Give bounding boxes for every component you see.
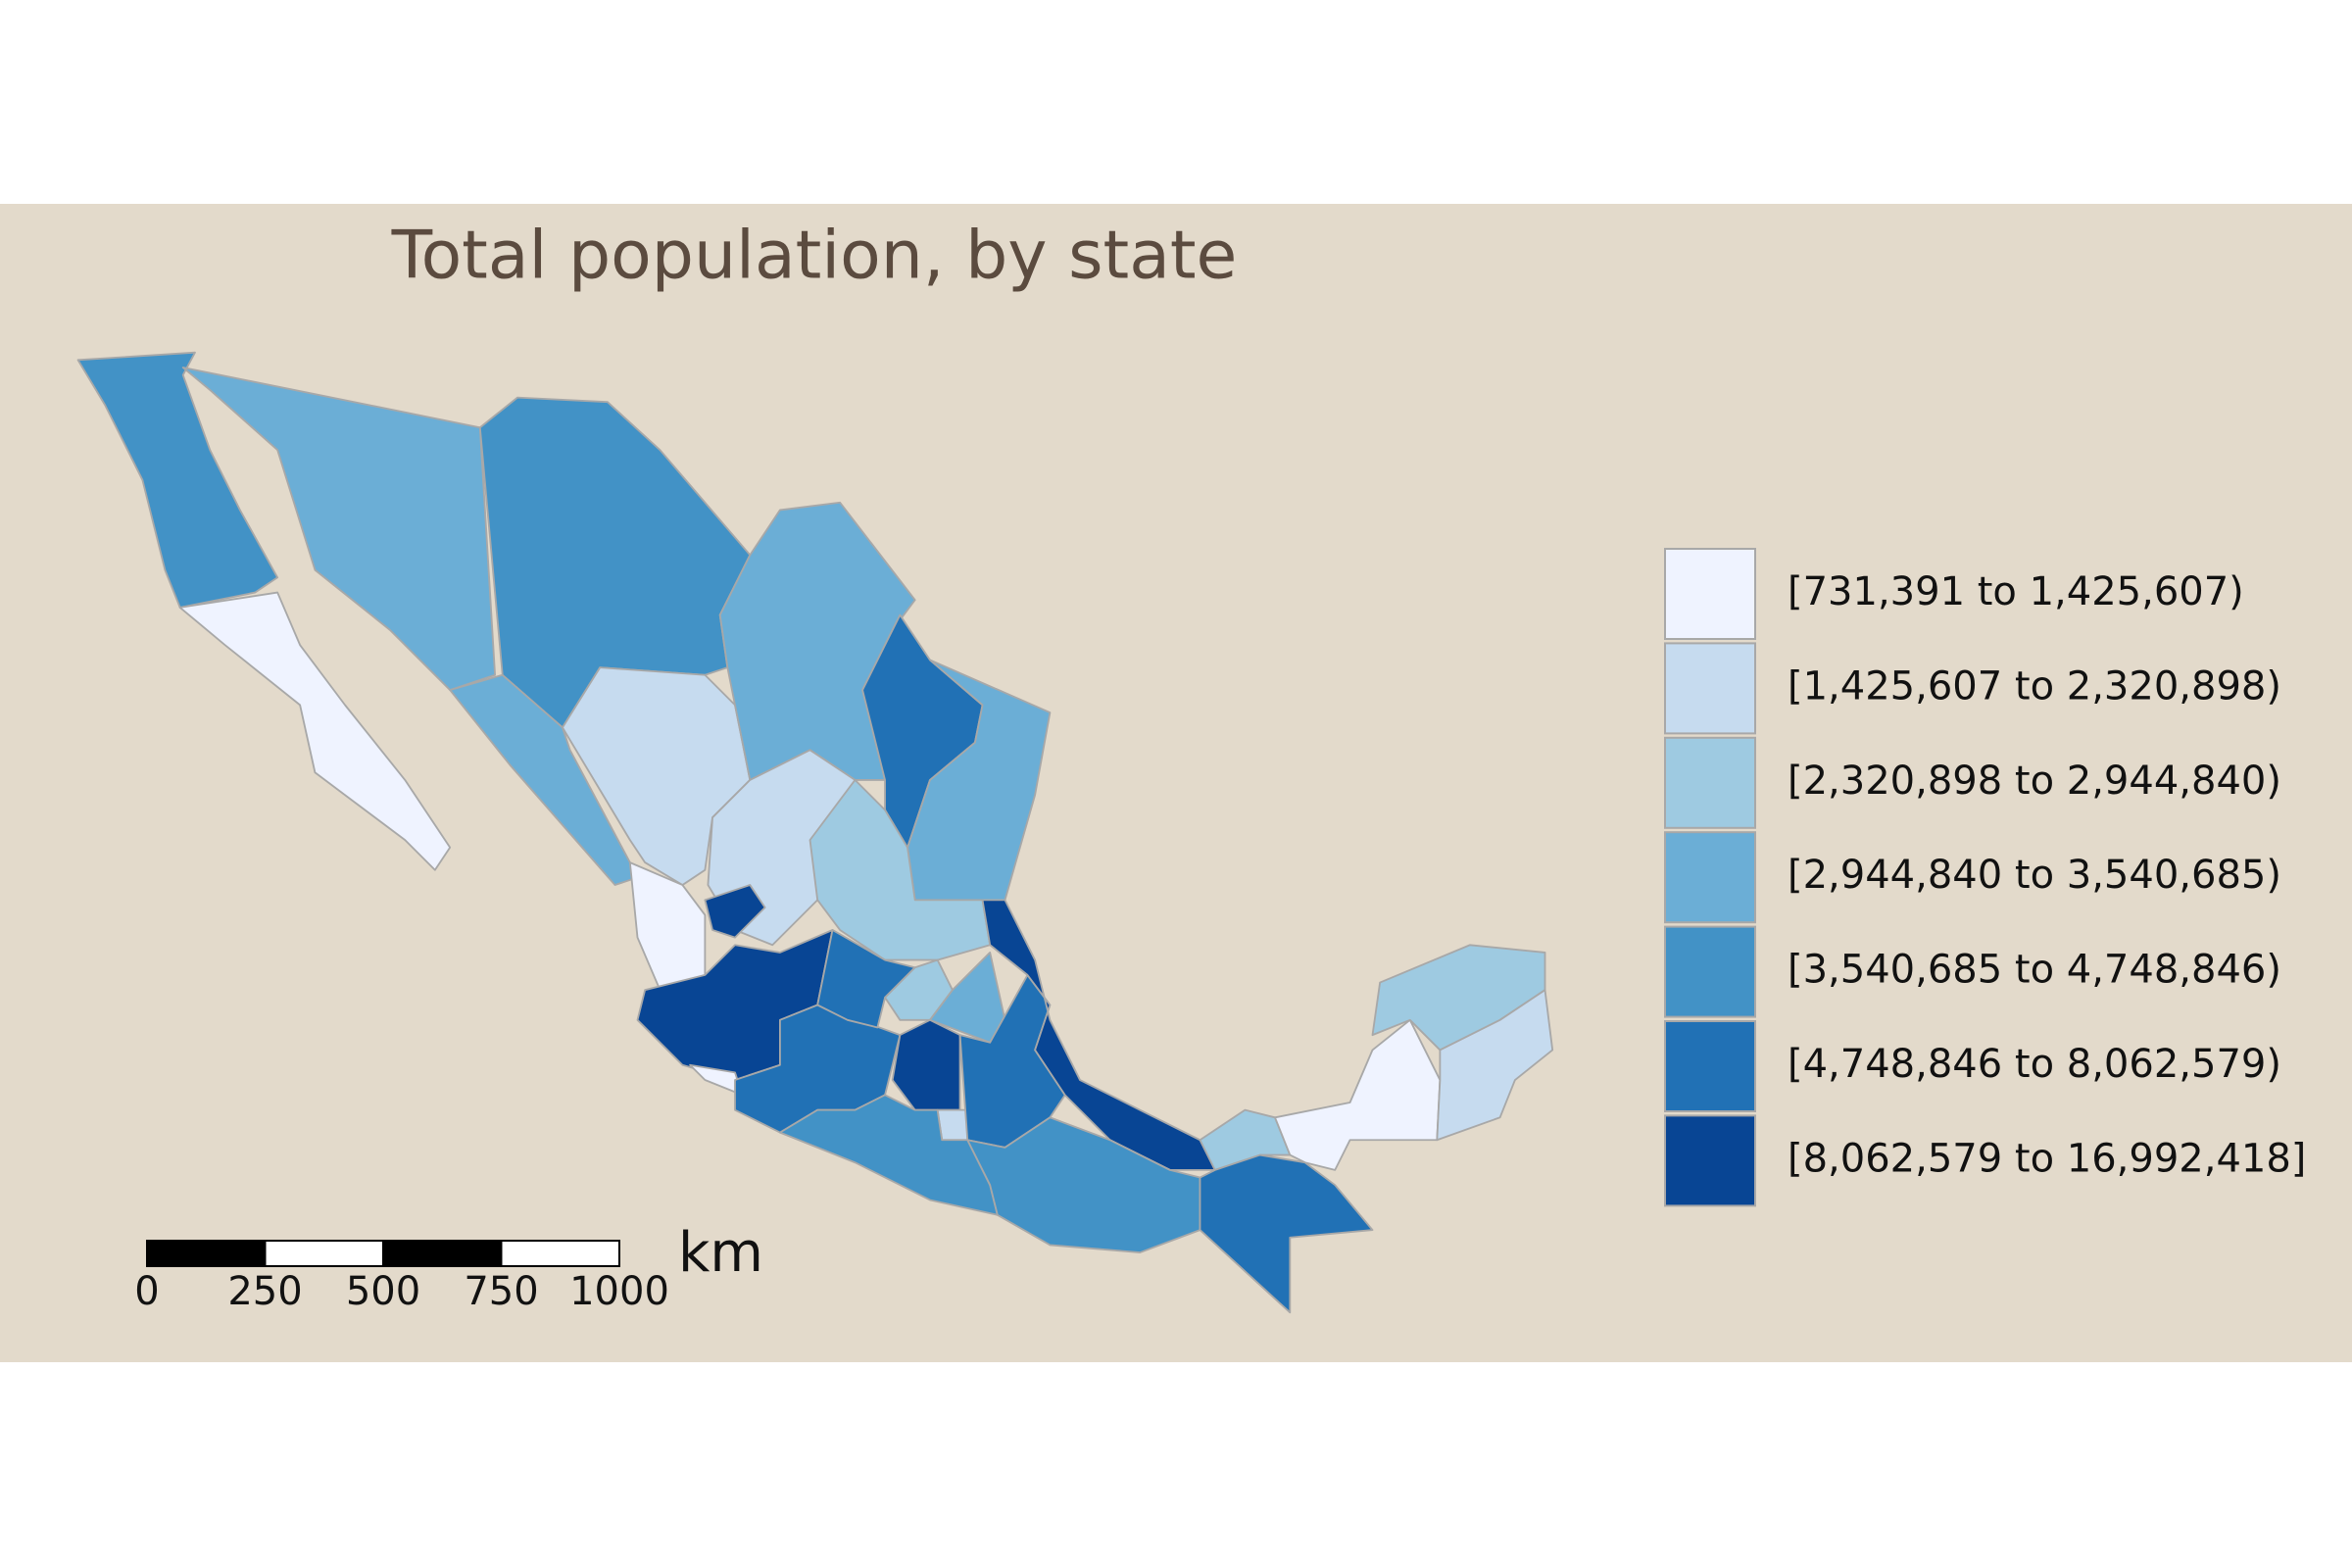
scale-segment: [146, 1240, 267, 1267]
legend-swatch: [1664, 548, 1756, 640]
state: [1436, 989, 1554, 1142]
legend-label: [2,944,840 to 3,540,685): [1788, 853, 2281, 898]
legend-label: [2,320,898 to 2,944,840): [1788, 759, 2281, 804]
state: [1199, 1153, 1374, 1314]
legend-label: [1,425,607 to 2,320,898): [1788, 663, 2281, 709]
legend-swatch: [1664, 1020, 1756, 1112]
scale-segment: [500, 1240, 620, 1267]
scale-tick-label: 0: [134, 1269, 159, 1314]
legend-swatch: [1664, 642, 1756, 735]
legend-swatch: [1664, 1114, 1756, 1207]
legend-label: [731,391 to 1,425,607): [1788, 569, 2244, 614]
legend-label: [8,062,579 to 16,992,418]: [1788, 1136, 2306, 1181]
states: [76, 351, 1554, 1314]
legend-label: [4,748,846 to 8,062,579): [1788, 1042, 2281, 1087]
scale-tick-label: 500: [346, 1269, 420, 1314]
scale-segment: [382, 1240, 503, 1267]
legend-swatch: [1664, 925, 1756, 1018]
scale-segment: [264, 1240, 384, 1267]
state: [778, 1094, 999, 1216]
map-title: Total population, by state: [391, 218, 1238, 295]
state: [181, 367, 497, 691]
scale-unit: km: [678, 1221, 763, 1285]
state: [76, 351, 279, 609]
state: [178, 591, 452, 871]
state: [981, 899, 1216, 1171]
scale-tick-label: 750: [464, 1269, 538, 1314]
state: [704, 884, 766, 939]
state: [929, 952, 1006, 1044]
legend-label: [3,540,685 to 4,748,846): [1788, 948, 2281, 993]
legend-swatch: [1664, 736, 1756, 829]
legend-swatch: [1664, 831, 1756, 924]
scale-tick-label: 1000: [569, 1269, 669, 1314]
scale-tick-label: 250: [227, 1269, 302, 1314]
